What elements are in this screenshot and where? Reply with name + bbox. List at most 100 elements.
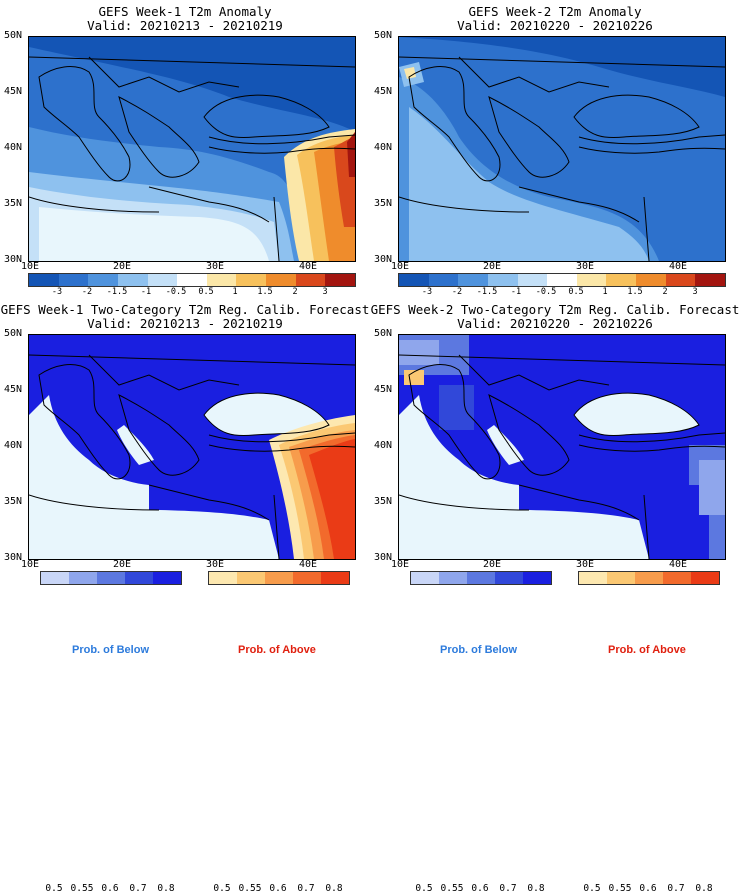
lat-tick: 50N [4, 328, 23, 339]
above-swatch [265, 572, 293, 584]
colorbar-tick: 3 [692, 287, 698, 297]
above-tick: 0.55 [238, 883, 262, 894]
colorbar-swatch [636, 274, 666, 286]
colorbar-tick: -0.5 [535, 287, 557, 297]
colorbar-tick: 1.5 [627, 287, 643, 297]
above-swatch [663, 572, 691, 584]
lat-tick: 35N [374, 496, 393, 507]
lat-tick: 45N [4, 86, 23, 97]
above-tick: 0.6 [269, 883, 287, 894]
lat-tick: 40N [374, 440, 393, 451]
lon-tick: 40E [668, 559, 688, 570]
above-colorbar [578, 571, 720, 585]
colorbar-tick: -2 [81, 287, 93, 297]
lon-tick: 30E [205, 261, 225, 272]
below-swatch [411, 572, 439, 584]
chart-title: GEFS Week-1 T2m Anomaly [98, 4, 272, 19]
below-swatch [467, 572, 495, 584]
chart-subtitle: Valid: 20210213 - 20210219 [87, 316, 283, 331]
above-swatch [293, 572, 321, 584]
colorbar-tick: -0.5 [165, 287, 187, 297]
chart-subtitle: Valid: 20210213 - 20210219 [87, 18, 283, 33]
colorbar-swatch [147, 274, 178, 286]
below-swatch [97, 572, 125, 584]
colorbar-swatch [58, 274, 89, 286]
lon-tick: 20E [112, 559, 132, 570]
colorbar-swatch [88, 274, 118, 286]
lon-tick: 10E [20, 559, 40, 570]
colorbar-swatch [295, 274, 326, 286]
probability-map [398, 334, 726, 560]
lat-tick: 40N [4, 142, 23, 153]
colorbar-tick: 2 [662, 287, 668, 297]
below-colorbar [410, 571, 552, 585]
panel-week2-anomaly: GEFS Week-2 T2m Anomaly Valid: 20210220 … [370, 0, 740, 330]
anomaly-map [28, 36, 356, 262]
colorbar-swatch [206, 274, 237, 286]
lon-tick: 20E [112, 261, 132, 272]
colorbar-swatch [665, 274, 696, 286]
panel-week1-probability: GEFS Week-1 Two-Category T2m Reg. Calib.… [0, 298, 370, 894]
above-swatch [321, 572, 349, 584]
lon-tick: 40E [298, 559, 318, 570]
chart-title: GEFS Week-2 Two-Category T2m Reg. Calib.… [370, 302, 740, 317]
colorbar-swatch [266, 274, 296, 286]
below-tick: 0.5 [45, 883, 63, 894]
below-swatch [439, 572, 467, 584]
anomaly-map [398, 36, 726, 262]
above-swatch [579, 572, 607, 584]
anomaly-colorbar [398, 273, 726, 287]
below-tick: 0.7 [499, 883, 517, 894]
colorbar-tick: -1.5 [106, 287, 128, 297]
colorbar-tick: -3 [421, 287, 433, 297]
above-tick: 0.8 [695, 883, 713, 894]
panel-week2-probability: GEFS Week-2 Two-Category T2m Reg. Calib.… [370, 298, 740, 894]
below-swatch [523, 572, 551, 584]
colorbar-tick: -2 [451, 287, 463, 297]
lat-tick: 50N [4, 30, 23, 41]
below-tick: 0.55 [70, 883, 94, 894]
prob-above-label: Prob. of Above [238, 644, 316, 656]
above-swatch [237, 572, 265, 584]
colorbar-tick: 3 [322, 287, 328, 297]
colorbar-swatch [458, 274, 488, 286]
lon-tick: 10E [20, 261, 40, 272]
colorbar-swatch [487, 274, 518, 286]
above-tick: 0.5 [583, 883, 601, 894]
colorbar-swatch [517, 274, 548, 286]
colorbar-swatch [547, 274, 577, 286]
lon-tick: 40E [298, 261, 318, 272]
colorbar-tick: -1 [140, 287, 152, 297]
lon-tick: 20E [482, 261, 502, 272]
prob-below-label: Prob. of Below [72, 644, 149, 656]
prob-above-label: Prob. of Above [608, 644, 686, 656]
colorbar-tick: 1 [602, 287, 608, 297]
above-swatch [691, 572, 719, 584]
lat-tick: 35N [4, 496, 23, 507]
lat-tick: 45N [374, 86, 393, 97]
lat-tick: 30N [4, 254, 23, 265]
colorbar-tick: -1 [510, 287, 522, 297]
lat-tick: 30N [4, 552, 23, 563]
colorbar-swatch [325, 274, 356, 286]
anomaly-colorbar [28, 273, 356, 287]
panel-week1-anomaly: GEFS Week-1 T2m Anomaly Valid: 20210213 … [0, 0, 370, 330]
below-tick: 0.8 [157, 883, 175, 894]
colorbar-tick: -3 [51, 287, 63, 297]
below-tick: 0.6 [471, 883, 489, 894]
colorbar-tick: 1.5 [257, 287, 273, 297]
chart-title: GEFS Week-1 Two-Category T2m Reg. Calib.… [0, 302, 370, 317]
above-tick: 0.55 [608, 883, 632, 894]
above-swatch [209, 572, 237, 584]
lat-tick: 40N [4, 440, 23, 451]
below-swatch [153, 572, 181, 584]
lat-tick: 50N [374, 30, 393, 41]
colorbar-swatch [177, 274, 207, 286]
lon-tick: 10E [390, 559, 410, 570]
colorbar-swatch [428, 274, 459, 286]
lon-tick: 10E [390, 261, 410, 272]
lat-tick: 40N [374, 142, 393, 153]
lat-tick: 35N [4, 198, 23, 209]
chart-subtitle: Valid: 20210220 - 20210226 [457, 18, 653, 33]
above-tick: 0.5 [213, 883, 231, 894]
